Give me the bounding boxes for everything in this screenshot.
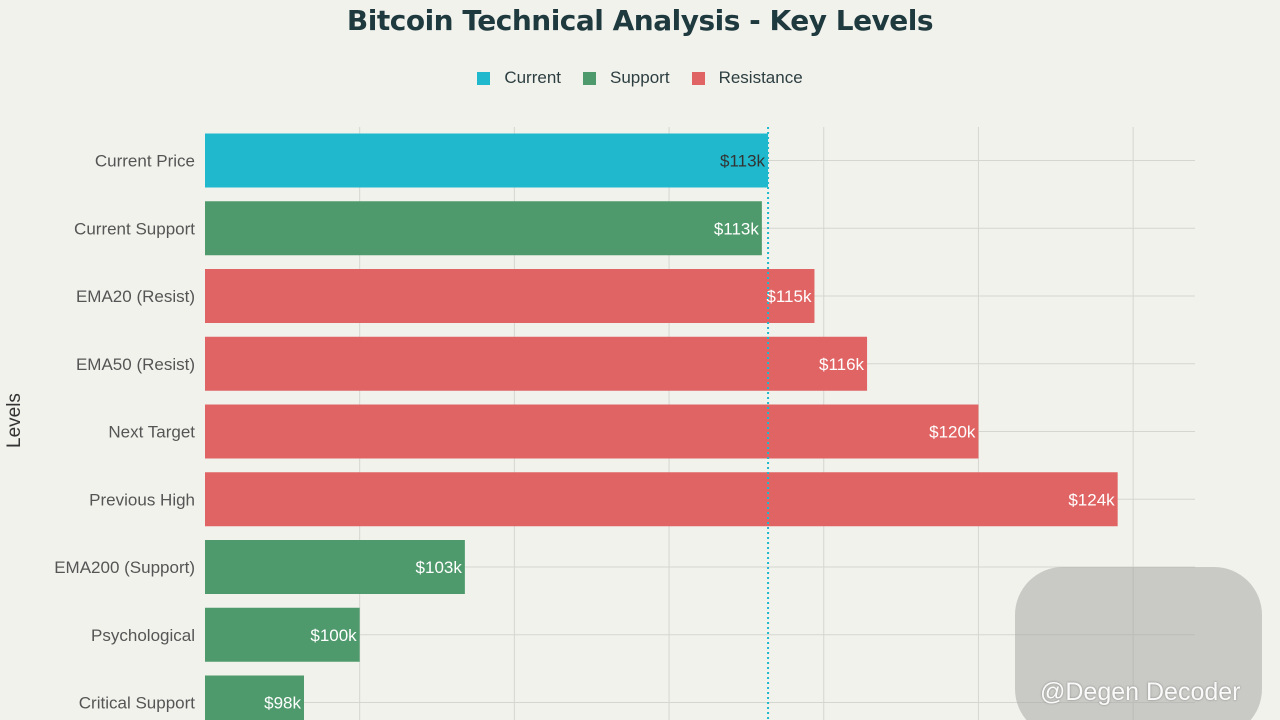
category-label-6: EMA200 (Support) [54, 558, 195, 577]
legend-label-support: Support [610, 68, 670, 87]
category-label-1: Current Support [74, 219, 195, 238]
legend-label-current: Current [504, 68, 562, 87]
bar-6 [205, 540, 465, 594]
legend-swatch-current [477, 71, 491, 85]
legend-swatch-support [583, 71, 597, 85]
bar-value-label-6: $103k [416, 558, 463, 577]
bar-value-label-5: $124k [1068, 490, 1115, 509]
legend-swatch-resistance [691, 71, 705, 85]
bar-0 [205, 133, 769, 188]
bar-value-label-4: $120k [929, 423, 976, 442]
legend-item-support[interactable]: Support [583, 68, 670, 88]
category-label-4: Next Target [108, 423, 195, 442]
category-label-2: EMA20 (Resist) [76, 287, 195, 306]
category-label-5: Previous High [89, 490, 195, 509]
bar-4 [205, 404, 979, 459]
legend-label-resistance: Resistance [718, 68, 803, 87]
category-label-8: Critical Support [79, 694, 195, 713]
bar-5 [205, 472, 1118, 527]
bar-value-label-2: $115k [766, 287, 812, 306]
category-label-7: Psychological [91, 626, 195, 645]
bar-value-label-8: $98k [264, 694, 301, 713]
bar-7 [205, 607, 360, 662]
bar-value-label-7: $100k [310, 626, 357, 645]
category-label-0: Current Price [95, 152, 195, 171]
category-label-3: EMA50 (Resist) [76, 355, 195, 374]
bar-2 [205, 269, 815, 323]
legend-item-resistance[interactable]: Resistance [691, 68, 803, 88]
bar-value-label-3: $116k [819, 355, 865, 374]
watermark-text: @Degen Decoder [1040, 678, 1241, 706]
bar-1 [205, 201, 762, 256]
bar-value-label-0: $113k [720, 152, 766, 171]
legend-item-current[interactable]: Current [477, 68, 561, 88]
chart-title: Bitcoin Technical Analysis - Key Levels [346, 4, 934, 37]
bar-value-label-1: $113k [714, 219, 760, 238]
watermark-badge [1015, 567, 1262, 720]
bar-3 [205, 336, 868, 391]
bar-8 [205, 675, 304, 720]
legend: Current Support Resistance [0, 68, 1280, 88]
